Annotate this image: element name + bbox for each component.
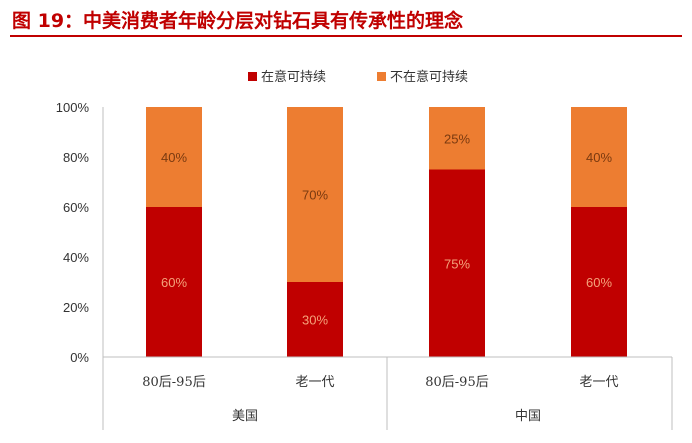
y-tick-label: 0% (70, 350, 89, 365)
x-tick-label: 老一代 (295, 375, 334, 390)
data-label: 25% (444, 131, 470, 146)
data-label: 30% (302, 313, 328, 328)
bar-segment-cares (287, 282, 343, 357)
title-underline (10, 35, 682, 37)
bar-segment-not-cares (146, 107, 202, 207)
bar-segment-not-cares (429, 107, 485, 170)
figure-title: 图 19：中美消费者年龄分层对钻石具有传承性的理念 (12, 10, 464, 32)
data-label: 70% (302, 188, 328, 203)
y-tick-label: 80% (63, 150, 89, 165)
x-tick-label: 80后-95后 (142, 375, 205, 390)
data-label: 40% (161, 150, 187, 165)
bar-segment-cares (571, 207, 627, 357)
data-label: 75% (444, 256, 470, 271)
data-label: 40% (586, 150, 612, 165)
y-tick-label: 100% (56, 100, 90, 115)
legend-swatch (377, 72, 386, 81)
legend-label: 不在意可持续 (390, 69, 468, 85)
data-label: 60% (586, 275, 612, 290)
x-group-label: 美国 (232, 409, 258, 424)
x-tick-label: 老一代 (579, 375, 618, 390)
legend-swatch (248, 72, 257, 81)
bar-segment-not-cares (287, 107, 343, 282)
y-tick-label: 20% (63, 300, 89, 315)
x-tick-label: 80后-95后 (425, 375, 488, 390)
bar-segment-cares (429, 169, 485, 357)
x-group-label: 中国 (515, 409, 541, 424)
data-label: 60% (161, 275, 187, 290)
legend-label: 在意可持续 (261, 69, 326, 85)
bar-segment-cares (146, 207, 202, 357)
y-tick-label: 40% (63, 250, 89, 265)
bar-segment-not-cares (571, 107, 627, 207)
y-tick-label: 60% (63, 200, 89, 215)
